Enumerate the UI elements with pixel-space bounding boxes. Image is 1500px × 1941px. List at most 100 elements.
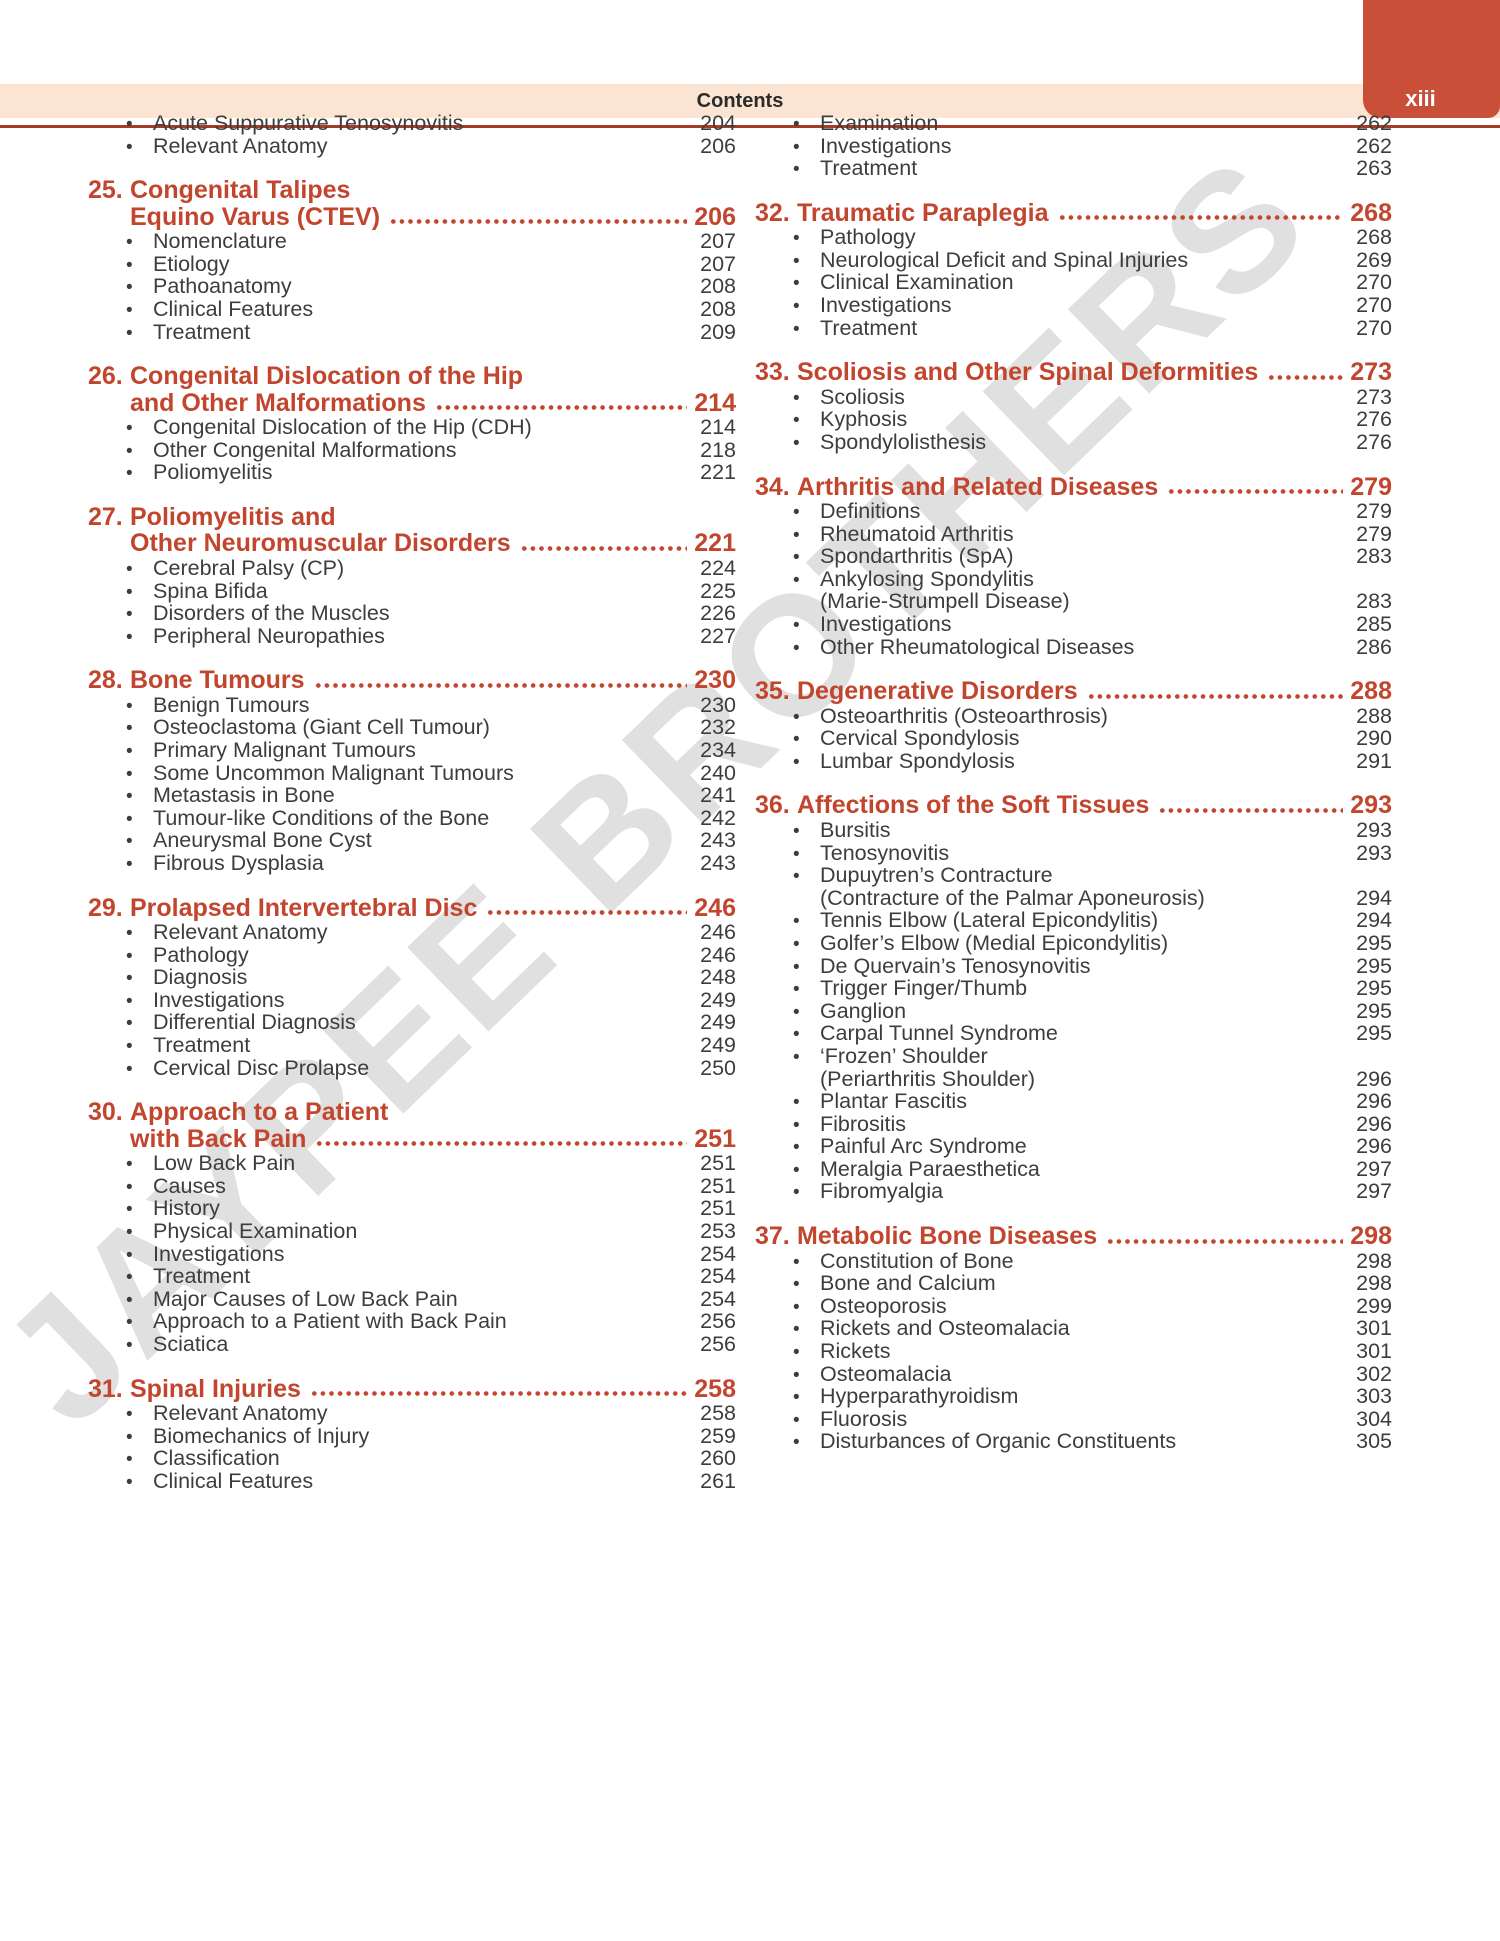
toc-item-line: • Spondylolisthesis 276 — [755, 431, 1392, 454]
toc-item-page: 305 — [1356, 1429, 1392, 1454]
toc-item-line: • Etiology 207 — [88, 253, 736, 276]
chapter-title: Degenerative Disorders — [797, 677, 1078, 706]
toc-item-text: Osteomalacia — [820, 1361, 952, 1386]
toc-item-page: 295 — [1356, 930, 1392, 955]
toc-item-text: Osteoporosis — [820, 1293, 947, 1318]
bullet-icon: • — [126, 1289, 133, 1311]
toc-item-line: • Relevant Anatomy 258 — [88, 1402, 736, 1425]
chapter-page-number: 258 — [694, 1374, 736, 1403]
chapter-section: 29. Prolapsed Intervertebral Disc 246 • Rele… — [88, 895, 736, 1080]
toc-item-text: Treatment — [820, 315, 918, 340]
toc-item-text: Neurological Deficit and Spinal Injuries — [820, 247, 1189, 272]
bullet-icon: • — [793, 1182, 800, 1204]
toc-item-text: Cervical Disc Prolapse — [153, 1055, 370, 1080]
toc-item-line: • Trigger Finger/Thumb 295 — [755, 977, 1392, 1000]
chapter-title: Congenital Talipes — [130, 176, 351, 205]
chapter-title: Spinal Injuries — [130, 1374, 301, 1403]
toc-item-page: 295 — [1356, 998, 1392, 1023]
toc-item-page: 254 — [700, 1286, 736, 1311]
chapter-section: 32. Traumatic Paraplegia 268 • Pathology 268… — [755, 198, 1392, 340]
toc-item-line: • Diagnosis 248 — [88, 966, 736, 989]
bullet-icon: • — [793, 1159, 800, 1181]
toc-item-page: 209 — [700, 319, 736, 344]
dotted-leader — [1267, 373, 1344, 381]
chapter-section: • Acute Suppurative Tenosynovitis 204 • Rele… — [88, 112, 736, 158]
header-rule — [0, 125, 1500, 128]
bullet-icon: • — [793, 432, 800, 454]
toc-item-page: 206 — [700, 133, 736, 158]
toc-item-page: 251 — [700, 1196, 736, 1221]
bullet-icon: • — [126, 581, 133, 603]
toc-item-text: Clinical Features — [153, 296, 314, 321]
toc-item-text: Relevant Anatomy — [153, 920, 328, 945]
toc-item-line: • Acute Suppurative Tenosynovitis 204 — [88, 112, 736, 135]
chapter-number: 28. — [88, 666, 123, 695]
toc-item-text: Physical Examination — [153, 1219, 358, 1243]
toc-item-text: Pathoanatomy — [153, 274, 292, 299]
toc-item-page: 283 — [1356, 544, 1392, 569]
chapter-page-number: 279 — [1350, 472, 1392, 501]
bullet-icon: • — [126, 1199, 133, 1221]
chapter-page-number: 268 — [1350, 198, 1392, 227]
toc-item-text: Spina Bifida — [153, 578, 268, 603]
bullet-icon: • — [793, 547, 800, 569]
toc-item-page: 256 — [700, 1309, 736, 1334]
chapter-heading-line: 30. Approach to a Patient — [88, 1099, 736, 1126]
toc-item-text: Bone and Calcium — [820, 1271, 996, 1296]
toc-item-page: 208 — [700, 296, 736, 321]
toc-item-text: Acute Suppurative Tenosynovitis — [153, 111, 464, 135]
chapter-heading-line: 31. Spinal Injuries 258 — [88, 1376, 736, 1403]
toc-item-line: • Investigations 249 — [88, 989, 736, 1012]
chapter-heading-line: 34. Arthritis and Related Diseases 279 — [755, 474, 1392, 501]
toc-item-line: • Relevant Anatomy 246 — [88, 921, 736, 944]
toc-item-page: 214 — [700, 415, 736, 440]
page-number-tab: xiii — [1363, 0, 1500, 118]
toc-item-text: Aneurysmal Bone Cyst — [153, 828, 372, 853]
chapter-heading-line: 37. Metabolic Bone Diseases 298 — [755, 1223, 1392, 1250]
bullet-icon: • — [793, 1341, 800, 1363]
toc-item-page: 286 — [1356, 634, 1392, 659]
toc-item-page: 279 — [1356, 521, 1392, 546]
toc-item-text: Osteoarthritis (Osteoarthrosis) — [820, 703, 1108, 728]
toc-item-line: • Osteomalacia 302 — [755, 1361, 1392, 1386]
chapter-title: Metabolic Bone Diseases — [797, 1222, 1098, 1251]
toc-item-line: • Other Congenital Malformations 218 — [88, 439, 736, 462]
toc-item-line: • Congenital Dislocation of the Hip (CDH)… — [88, 416, 736, 439]
bullet-icon: • — [793, 1387, 800, 1409]
page-title: Contents — [696, 90, 784, 112]
toc-item-text: Investigations — [153, 1241, 285, 1266]
toc-item-text: ‘Frozen’ Shoulder — [820, 1043, 988, 1068]
chapter-section: 25. Congenital Talipes Equino Varus (CTEV)… — [88, 177, 736, 343]
toc-item-page: 226 — [700, 601, 736, 626]
toc-item-line: • Cervical Disc Prolapse 250 — [88, 1057, 736, 1080]
bullet-icon: • — [126, 254, 133, 276]
bullet-icon: • — [793, 296, 800, 318]
toc-item-text: Investigations — [820, 293, 952, 318]
chapter-heading-line: 27. Poliomyelitis and — [88, 504, 736, 531]
bullet-icon: • — [793, 1319, 800, 1341]
bullet-icon: • — [126, 786, 133, 808]
bullet-icon: • — [793, 1364, 800, 1386]
toc-item-line: • Nomenclature 207 — [88, 230, 736, 253]
bullet-icon: • — [126, 990, 133, 1012]
chapter-title: Other Neuromuscular Disorders — [130, 529, 511, 558]
toc-item-line: • Bone and Calcium 298 — [755, 1272, 1392, 1295]
chapter-title: and Other Malformations — [130, 388, 426, 417]
toc-item-text: Some Uncommon Malignant Tumours — [153, 760, 514, 785]
toc-item-line: • Hyperparathyroidism 303 — [755, 1385, 1392, 1408]
chapter-page-number: 251 — [694, 1124, 736, 1153]
toc-item-page: 246 — [700, 920, 736, 945]
toc-item-page: 224 — [700, 555, 736, 580]
toc-item-text: Lumbar Spondylosis — [820, 748, 1015, 773]
toc-item-line: • Clinical Examination 270 — [755, 271, 1392, 294]
bullet-icon: • — [793, 114, 800, 135]
toc-item-line: • Clinical Features 208 — [88, 298, 736, 321]
chapter-heading-line: 28. Bone Tumours 230 — [88, 667, 736, 694]
toc-item-text: Relevant Anatomy — [153, 1401, 328, 1426]
toc-item-text: (Periarthritis Shoulder) — [820, 1066, 1036, 1091]
bullet-icon: • — [126, 1267, 133, 1289]
bullet-icon: • — [793, 751, 800, 773]
toc-item-text: Clinical Features — [153, 1468, 314, 1493]
toc-item-text: Kyphosis — [820, 407, 908, 432]
toc-item-text: Low Back Pain — [153, 1151, 296, 1176]
